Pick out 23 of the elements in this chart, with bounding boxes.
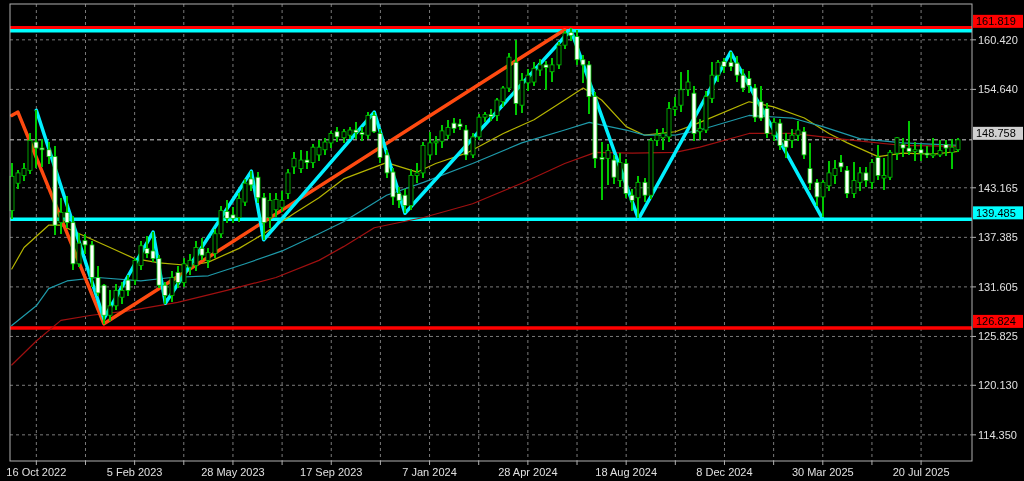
- ref-line-label: 126.824: [976, 315, 1016, 328]
- x-tick-label: 8 Dec 2024: [696, 466, 753, 478]
- x-tick-label: 5 Feb 2023: [106, 466, 163, 478]
- y-tick-label: 137.385: [978, 231, 1018, 244]
- y-tick-label: 160.420: [978, 33, 1018, 46]
- y-tick-label: 131.605: [978, 280, 1018, 293]
- x-tick-label: 20 Jul 2025: [892, 466, 950, 478]
- ref-line-label: 139.485: [976, 206, 1016, 219]
- y-tick-label: 120.130: [978, 379, 1018, 392]
- candlestick: [285, 168, 291, 201]
- y-tick-label: 154.640: [978, 83, 1018, 96]
- y-tick-label: 125.825: [978, 330, 1018, 343]
- x-tick-label: 17 Sep 2023: [300, 466, 363, 478]
- x-tick-label: 28 Apr 2024: [498, 466, 558, 478]
- ref-line-label: 148.758: [976, 127, 1016, 140]
- x-tick-label: 28 May 2023: [201, 466, 265, 478]
- y-tick-label: 143.165: [978, 181, 1018, 194]
- ref-line-label: 161.819: [976, 15, 1016, 28]
- x-tick-label: 7 Jan 2024: [402, 466, 457, 478]
- x-tick-label: 16 Oct 2022: [6, 466, 67, 478]
- x-tick-label: 18 Aug 2024: [595, 466, 658, 478]
- x-tick-label: 30 Mar 2025: [791, 466, 854, 478]
- y-tick-label: 114.350: [978, 428, 1017, 441]
